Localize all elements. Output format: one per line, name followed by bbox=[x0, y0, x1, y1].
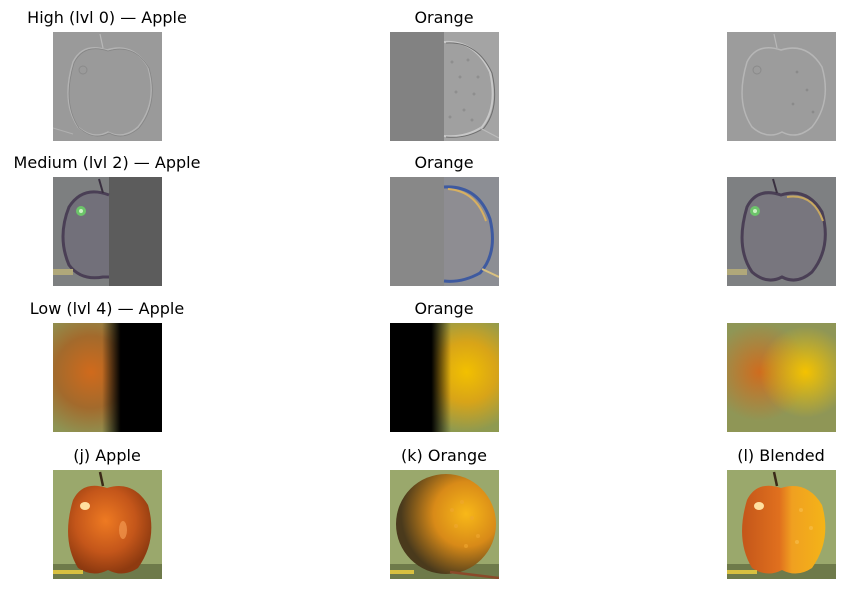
low-apple-image bbox=[53, 323, 162, 432]
blended-image bbox=[727, 470, 836, 579]
high-apple-image bbox=[53, 32, 162, 141]
panel-medium-apple: Medium (lvl 2) — Apple bbox=[0, 153, 277, 299]
panel-title: Orange bbox=[414, 8, 474, 27]
panel-high-blended bbox=[611, 8, 846, 154]
panel-title: Low (lvl 4) — Apple bbox=[29, 299, 185, 318]
panel-title: (k) Orange bbox=[401, 446, 487, 465]
panel-title: (l) Blended bbox=[737, 446, 825, 465]
panel-orange: (k) Orange bbox=[274, 446, 614, 592]
panel-title: High (lvl 0) — Apple bbox=[27, 8, 187, 27]
panel-medium-orange: Orange bbox=[274, 153, 614, 299]
medium-apple-image bbox=[53, 177, 162, 286]
panel-low-apple: Low (lvl 4) — Apple bbox=[0, 299, 277, 445]
panel-high-apple: High (lvl 0) — Apple bbox=[0, 8, 277, 154]
panel-apple: (j) Apple bbox=[0, 446, 277, 592]
panel-title: Orange bbox=[414, 153, 474, 172]
medium-orange-image bbox=[390, 177, 499, 286]
orange-image bbox=[390, 470, 499, 579]
panel-low-orange: Orange bbox=[274, 299, 614, 445]
panel-blended: (l) Blended bbox=[611, 446, 846, 592]
panel-title: (j) Apple bbox=[73, 446, 141, 465]
apple-image bbox=[53, 470, 162, 579]
low-orange-image bbox=[390, 323, 499, 432]
panel-medium-blended bbox=[611, 153, 846, 299]
panel-high-orange: Orange bbox=[274, 8, 614, 154]
medium-blended-image bbox=[727, 177, 836, 286]
high-blended-image bbox=[727, 32, 836, 141]
panel-title: Medium (lvl 2) — Apple bbox=[13, 153, 201, 172]
low-blended-image bbox=[727, 323, 836, 432]
high-orange-image bbox=[390, 32, 499, 141]
panel-title: Orange bbox=[414, 299, 474, 318]
panel-low-blended bbox=[611, 299, 846, 445]
